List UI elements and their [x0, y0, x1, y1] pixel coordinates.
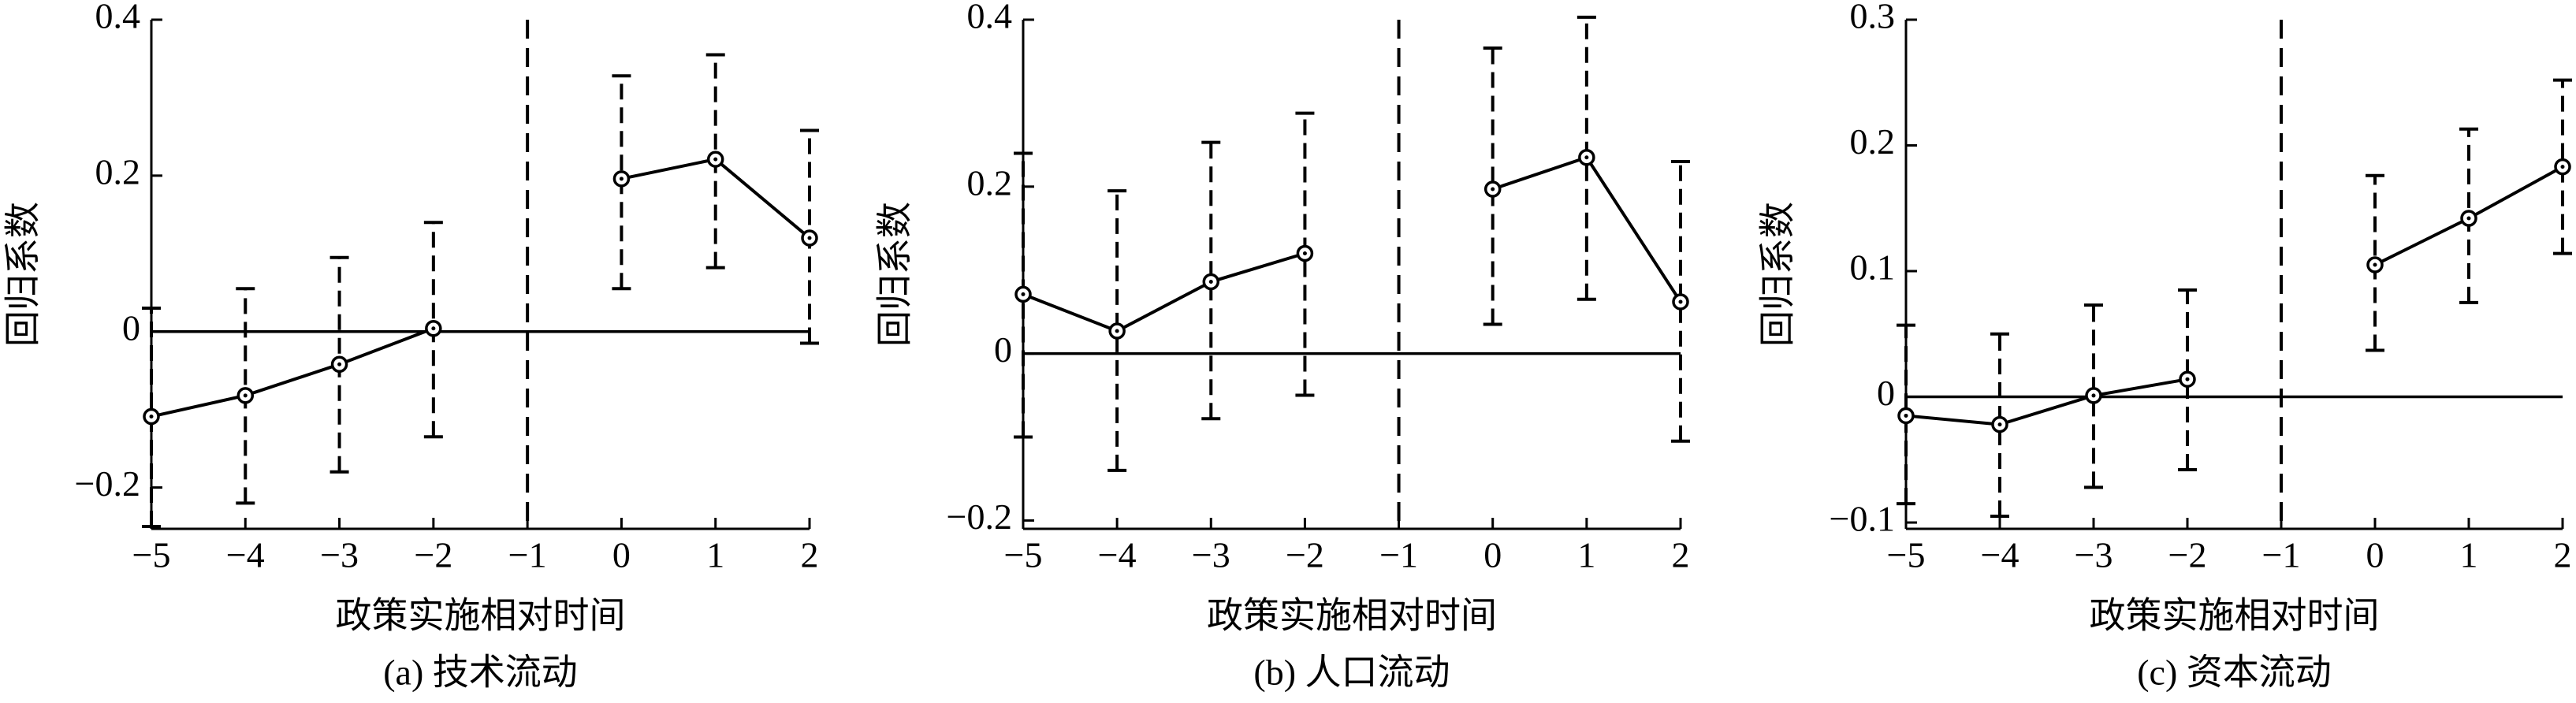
point-dot [1904, 413, 1908, 418]
point-dot [2466, 216, 2471, 221]
point-dot [713, 157, 718, 162]
point-dot [619, 177, 624, 181]
x-tick-label: −4 [1981, 535, 2019, 575]
series-line [1905, 165, 2563, 426]
point-dot [1115, 329, 1119, 333]
point-dot [1491, 187, 1495, 192]
x-axis-label: 政策实施相对时间 [2090, 596, 2380, 636]
panel: −0.2 0 0.2 0.4 −5 −4 −3 −2 −1 0 1 2 政策实施相对时间 (b) 人口流动… [875, 0, 1690, 693]
point-dot [1584, 155, 1589, 160]
y-tick-label: 0.1 [1850, 247, 1896, 288]
x-tick-label: 2 [1672, 535, 1690, 575]
y-tick-label: 0.3 [1850, 0, 1896, 36]
point-dot [1997, 422, 2002, 427]
y-tick-label: 0.2 [95, 151, 141, 192]
point-dot [2373, 262, 2377, 267]
x-tick-label: −2 [414, 535, 452, 575]
y-axis-label: 回归系数 [875, 202, 915, 347]
x-tick-label: −5 [1887, 535, 1926, 575]
y-tick-label: 0.2 [1850, 121, 1896, 162]
x-tick-label: −3 [1192, 535, 1230, 575]
x-tick-label: 0 [612, 535, 631, 575]
series-line [1022, 155, 1682, 333]
x-tick-label: 1 [706, 535, 724, 575]
x-tick-label: 2 [2554, 535, 2572, 575]
y-tick-label: 0.4 [967, 0, 1013, 36]
point-dot [243, 393, 248, 398]
panel-caption: (b) 人口流动 [1253, 653, 1450, 693]
point-dot [431, 326, 436, 331]
point-dot [2185, 377, 2190, 381]
x-tick-label: −4 [226, 535, 265, 575]
point-dot [2560, 165, 2565, 169]
x-tick-label: 1 [1577, 535, 1595, 575]
x-tick-label: −3 [2075, 535, 2113, 575]
point-dot [2091, 393, 2096, 398]
panel: −0.2 0 0.2 0.4 −5 −4 −3 −2 −1 0 1 2 政策实施相对时间 (a) 技术流动… [3, 0, 819, 693]
y-axis-label: 回归系数 [3, 202, 43, 347]
x-tick-label: −5 [132, 535, 171, 575]
y-tick-label: −0.2 [947, 497, 1012, 537]
x-tick-label: −2 [2168, 535, 2207, 575]
y-tick-label: 0 [122, 307, 140, 348]
point-dot [1678, 299, 1683, 304]
x-tick-label: 0 [2366, 535, 2384, 575]
x-axis-label: 政策实施相对时间 [1207, 596, 1497, 636]
point-dot [337, 362, 342, 366]
point-dot [1208, 280, 1213, 285]
x-tick-label: −1 [1379, 535, 1418, 575]
point-dot [807, 236, 812, 240]
x-tick-label: 1 [2460, 535, 2478, 575]
x-tick-label: −3 [320, 535, 359, 575]
panel-caption: (a) 技术流动 [383, 653, 578, 693]
y-tick-label: −0.1 [1830, 499, 1895, 539]
x-tick-label: 2 [801, 535, 819, 575]
panel-caption: (c) 资本流动 [2137, 653, 2332, 693]
y-tick-label: 0.2 [967, 162, 1013, 203]
y-tick-label: −0.2 [75, 463, 140, 504]
point-dot [149, 415, 154, 419]
y-tick-label: 0 [994, 329, 1012, 370]
x-tick-label: −1 [2262, 535, 2301, 575]
y-axis-label: 回归系数 [1758, 202, 1798, 347]
x-tick-label: 0 [1483, 535, 1502, 575]
x-tick-label: −2 [1286, 535, 1324, 575]
point-dot [1021, 292, 1026, 296]
y-tick-label: 0.4 [95, 0, 141, 36]
x-tick-label: −5 [1004, 535, 1043, 575]
panel: −0.1 0 0.1 0.2 0.3 −5 −4 −3 −2 −1 0 1 2 政策实施相对时间 (c) 资… [1758, 0, 2572, 693]
x-axis-label: 政策实施相对时间 [336, 596, 626, 636]
y-tick-label: 0 [1877, 373, 1895, 413]
x-tick-label: −4 [1098, 535, 1137, 575]
x-tick-label: −1 [508, 535, 547, 575]
point-dot [1302, 251, 1307, 256]
